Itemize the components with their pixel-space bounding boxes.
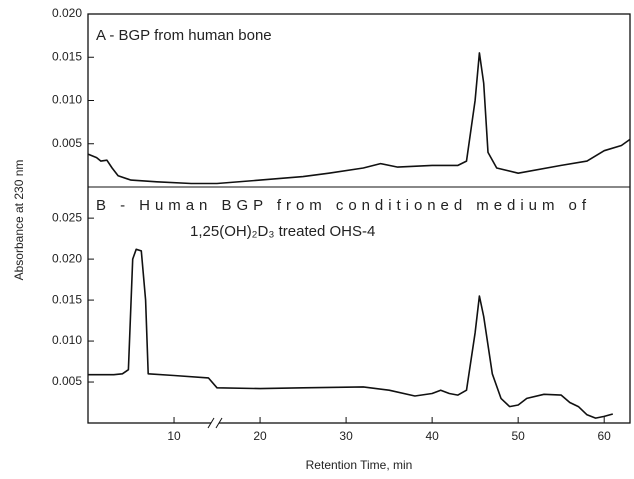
x-tick-label: 50 (511, 429, 525, 443)
axis-break-mark (207, 417, 215, 429)
y-tick-label: 0.020 (52, 6, 82, 20)
y-tick-label: 0.015 (52, 49, 82, 63)
x-tick-label: 20 (253, 429, 267, 443)
panel-b-title: B - Human BGP from conditioned medium of (96, 197, 587, 214)
x-axis-label: Retention Time, min (306, 458, 413, 472)
plot-frame (87, 13, 631, 424)
y-tick-label: 0.015 (52, 292, 82, 306)
y-tick-label: 0.010 (52, 333, 82, 347)
axis-break-mark (215, 417, 223, 429)
axis-break-gap (211, 418, 219, 428)
trace (87, 52, 631, 185)
panel-b-title: 1,25(OH)₂D₃ treated OHS-4 (190, 223, 375, 240)
y-tick-label: 0.010 (52, 93, 82, 107)
trace (88, 248, 614, 419)
y-tick-label: 0.025 (52, 210, 82, 224)
x-tick-label: 10 (167, 429, 181, 443)
x-tick-label: 60 (598, 429, 612, 443)
y-tick-label: 0.005 (52, 374, 82, 388)
y-tick-label: 0.005 (52, 136, 82, 150)
panel-a-title: A - BGP from human bone (96, 27, 272, 44)
y-axis-label: Absorbance at 230 nm (12, 160, 26, 281)
y-tick-label: 0.020 (52, 251, 82, 265)
x-tick-label: 30 (339, 429, 353, 443)
x-tick-label: 40 (425, 429, 439, 443)
axis-break (207, 417, 223, 429)
